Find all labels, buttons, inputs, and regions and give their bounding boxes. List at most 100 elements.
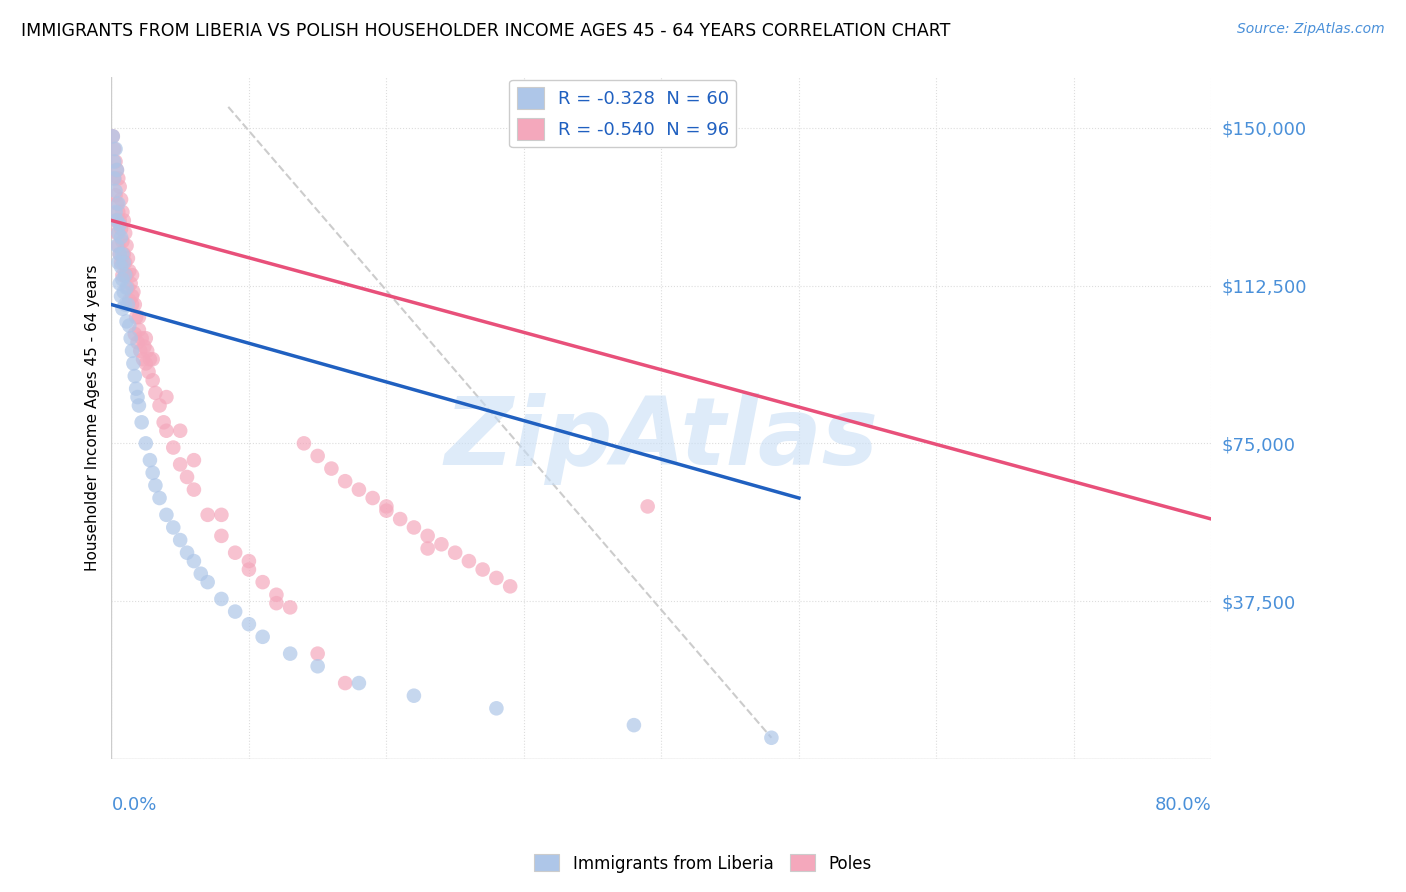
Point: [209, 591, 232, 606]
Point: [389, 512, 412, 526]
Point: [103, 171, 125, 186]
Point: [122, 285, 145, 299]
Point: [108, 179, 131, 194]
Point: [637, 500, 659, 514]
Point: [416, 541, 439, 556]
Point: [162, 441, 184, 455]
Point: [131, 415, 153, 429]
Point: [375, 500, 398, 514]
Point: [124, 297, 146, 311]
Point: [105, 213, 128, 227]
Point: [111, 247, 134, 261]
Point: [138, 365, 160, 379]
Point: [108, 277, 131, 291]
Legend: Immigrants from Liberia, Poles: Immigrants from Liberia, Poles: [527, 847, 879, 880]
Point: [111, 301, 134, 316]
Point: [117, 252, 139, 266]
Point: [238, 554, 260, 568]
Text: ZipAtlas: ZipAtlas: [444, 392, 879, 484]
Point: [115, 314, 138, 328]
Point: [129, 343, 152, 358]
Point: [103, 142, 125, 156]
Point: [117, 281, 139, 295]
Point: [252, 575, 274, 590]
Point: [108, 247, 131, 261]
Point: [104, 188, 127, 202]
Point: [101, 129, 124, 144]
Point: [107, 238, 129, 252]
Point: [111, 272, 134, 286]
Point: [162, 520, 184, 534]
Point: [121, 289, 143, 303]
Text: IMMIGRANTS FROM LIBERIA VS POLISH HOUSEHOLDER INCOME AGES 45 - 64 YEARS CORRELAT: IMMIGRANTS FROM LIBERIA VS POLISH HOUSEH…: [21, 22, 950, 40]
Point: [416, 529, 439, 543]
Point: [145, 385, 167, 400]
Point: [101, 129, 124, 144]
Point: [120, 331, 142, 345]
Point: [197, 508, 219, 522]
Point: [112, 213, 135, 227]
Point: [155, 424, 177, 438]
Point: [115, 268, 138, 282]
Point: [623, 718, 645, 732]
Point: [120, 277, 142, 291]
Point: [110, 260, 132, 274]
Point: [485, 701, 508, 715]
Point: [127, 390, 149, 404]
Point: [128, 399, 150, 413]
Point: [105, 163, 128, 178]
Point: [169, 533, 191, 547]
Point: [118, 293, 141, 308]
Point: [108, 247, 131, 261]
Point: [224, 605, 246, 619]
Point: [135, 331, 157, 345]
Point: [122, 356, 145, 370]
Point: [121, 268, 143, 282]
Point: [112, 247, 135, 261]
Point: [114, 268, 136, 282]
Point: [402, 520, 425, 534]
Point: [135, 356, 157, 370]
Point: [145, 478, 167, 492]
Point: [169, 424, 191, 438]
Point: [112, 255, 135, 269]
Point: [128, 323, 150, 337]
Point: [307, 659, 329, 673]
Point: [104, 205, 127, 219]
Point: [107, 255, 129, 269]
Point: [183, 483, 205, 497]
Point: [333, 474, 356, 488]
Point: [114, 226, 136, 240]
Point: [110, 222, 132, 236]
Point: [347, 676, 370, 690]
Y-axis label: Householder Income Ages 45 - 64 years: Householder Income Ages 45 - 64 years: [86, 265, 100, 572]
Point: [107, 226, 129, 240]
Point: [104, 142, 127, 156]
Point: [333, 676, 356, 690]
Point: [152, 415, 174, 429]
Point: [105, 226, 128, 240]
Point: [238, 562, 260, 576]
Point: [155, 390, 177, 404]
Point: [114, 255, 136, 269]
Point: [111, 205, 134, 219]
Point: [135, 436, 157, 450]
Point: [209, 508, 232, 522]
Point: [121, 297, 143, 311]
Point: [430, 537, 453, 551]
Point: [118, 264, 141, 278]
Point: [103, 154, 125, 169]
Point: [104, 213, 127, 227]
Point: [124, 326, 146, 341]
Point: [115, 238, 138, 252]
Point: [499, 579, 522, 593]
Point: [115, 281, 138, 295]
Point: [134, 340, 156, 354]
Point: [307, 647, 329, 661]
Point: [107, 196, 129, 211]
Point: [266, 596, 288, 610]
Point: [105, 238, 128, 252]
Point: [107, 205, 129, 219]
Point: [471, 562, 494, 576]
Point: [105, 196, 128, 211]
